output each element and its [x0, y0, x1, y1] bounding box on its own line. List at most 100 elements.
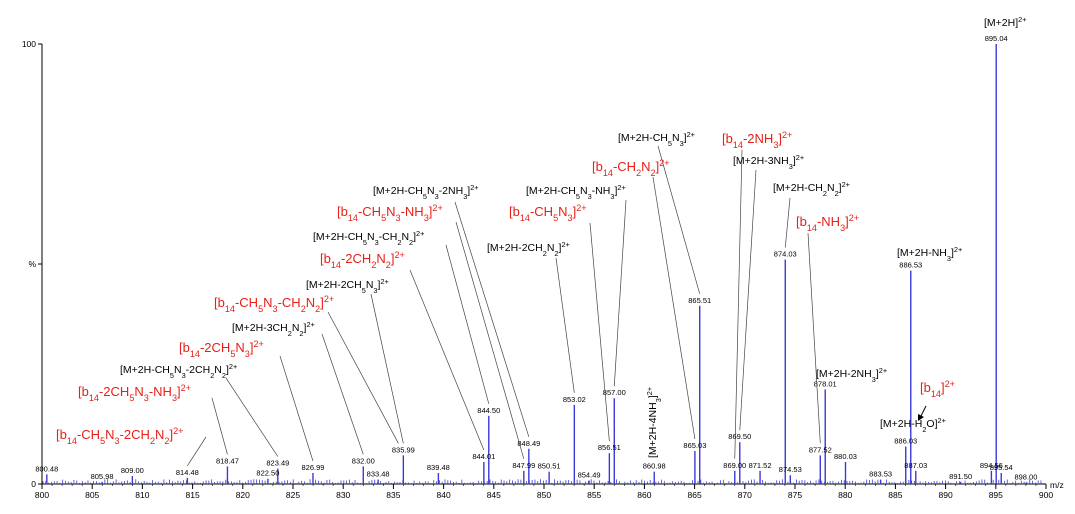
annotation-fragment: ] [559, 242, 562, 254]
annotation-fragment: [b [796, 214, 807, 229]
annotation-fragment: 2+ [954, 245, 962, 254]
x-tick-label: 835 [386, 490, 400, 500]
peak-label: 847.99 [512, 461, 535, 470]
annotation-fragment: 2+ [229, 362, 237, 371]
annotation-fragment: N [134, 384, 143, 399]
annotation-connector [589, 222, 610, 442]
peak-label: 865.51 [688, 296, 711, 305]
annotation-connector [652, 176, 696, 440]
annotation-fragment: 14 [331, 260, 341, 270]
annotation-fragment: -CH [530, 204, 553, 219]
annotation-label: [b14-CH5N3-2CH2N2]2+ [56, 426, 183, 446]
x-tick-label: 885 [888, 490, 902, 500]
peak-label: 839.48 [427, 463, 450, 472]
annotation-connector [613, 199, 627, 387]
annotation-fragment: 2 [823, 189, 827, 198]
annotation-fragment: -2CH [200, 340, 230, 355]
annotation-fragment: 3 [568, 213, 573, 223]
annotation-fragment: 2+ [306, 320, 314, 329]
annotation-fragment: 2+ [416, 229, 424, 238]
annotation-label: [M+2H-CH2N2]2+ [773, 180, 850, 198]
x-tick-label: 900 [1039, 490, 1053, 500]
annotation-fragment: N [580, 185, 588, 197]
annotation-fragment: N [427, 185, 435, 197]
annotation-fragment: N [214, 364, 222, 376]
peak-label: 805.98 [91, 472, 114, 481]
annotation-fragment: N [547, 242, 555, 254]
annotation-fragment: [M+2H-CH [618, 132, 668, 144]
annotation-fragment: ] [647, 395, 659, 398]
peak-label: 877.52 [809, 445, 832, 454]
annotation-fragment: 3 [789, 162, 793, 171]
peak-label: 857.00 [603, 388, 626, 397]
peak-label: 822.50 [256, 469, 279, 478]
peak-label: 898.00 [1014, 473, 1037, 482]
annotation-fragment: -NH [592, 185, 611, 197]
annotation-fragment: 3 [872, 375, 876, 384]
annotation-fragment: 2+ [938, 416, 946, 425]
annotation-fragment: [b [320, 251, 331, 266]
annotation-label: [M+2H-CH5N3-2NH3]2+ [373, 183, 479, 201]
annotation-fragment: 5 [100, 436, 105, 446]
annotation-label: [b14-CH5N3-NH3]2+ [337, 203, 443, 223]
annotation-fragment: N [174, 364, 182, 376]
annotation-fragment: N [235, 340, 244, 355]
annotation-label: [M+2H]2+ [984, 15, 1027, 30]
y-tick-label: 100 [22, 39, 36, 49]
annotation-label: [M+2H-2CH5N3]2+ [306, 277, 389, 295]
x-tick-label: 805 [85, 490, 99, 500]
annotation-label: [b14-CH5N3]2+ [509, 203, 587, 223]
peak-label: 832.00 [352, 456, 375, 465]
annotation-fragment: 3 [680, 139, 684, 148]
annotation-fragment: [M+2H-CH [526, 185, 576, 197]
peak-mz-labels: 800.48 805.98 809.00 814.48 818.47 822.50823.… [35, 34, 1037, 482]
annotation-fragment: [M+2H-H [880, 418, 922, 430]
annotation-label: [b14-CH2N2]2+ [592, 158, 670, 178]
annotation-fragment: 3 [588, 192, 592, 201]
annotation-fragment: ] [656, 159, 660, 174]
annotation-fragment: ] [845, 214, 849, 229]
fragment-annotations: [M+2H]2+[M+2H-CH5N3]2+ [b14-2NH3]2+[M+2H-… [56, 15, 1027, 459]
annotation-fragment: 3 [610, 192, 614, 201]
peak-label: 850.51 [538, 462, 561, 471]
annotation-fragment: [M+2H-4NH [647, 402, 659, 458]
peak-label: 844.01 [472, 452, 495, 461]
annotation-fragment: 2 [150, 436, 155, 446]
peak-label: 860.98 [643, 462, 666, 471]
annotation-fragment: N [292, 322, 300, 334]
annotation-fragment: N [558, 204, 567, 219]
annotation-fragment: 2 [554, 249, 558, 258]
x-axis-label: m/z [1050, 480, 1064, 490]
annotation-fragment: [b [56, 427, 67, 442]
annotation-fragment: 3 [840, 223, 845, 233]
annotation-fragment: ] [304, 322, 307, 334]
peak-label: 809.00 [121, 466, 144, 475]
annotation-connector [225, 377, 279, 457]
peak-label: 895.54 [990, 463, 1013, 472]
x-tick-label: 880 [838, 490, 852, 500]
annotation-connector [784, 197, 791, 248]
annotation-fragment: ] [169, 427, 173, 442]
annotation-fragment: 2+ [782, 130, 792, 140]
annotation-fragment: -2CH [341, 251, 371, 266]
annotation-label: [M+2H-CH5N3-NH3]2+ [526, 183, 626, 201]
annotation-fragment: [b [337, 204, 348, 219]
annotation-label: [M+2H-CH5N3]2+ [618, 130, 695, 148]
annotation-fragment: 2 [371, 260, 376, 270]
peak-label: 800.48 [35, 464, 58, 473]
annotation-fragment: 3 [654, 398, 663, 402]
annotation-fragment: ] [250, 340, 254, 355]
annotation-connector [455, 221, 525, 459]
peak-label: 826.99 [302, 463, 325, 472]
annotation-fragment: N [105, 427, 114, 442]
arrow-head-icon [918, 414, 924, 421]
annotation-fragment: ] [951, 247, 954, 259]
annotation-fragment: ] [778, 131, 782, 146]
annotation-fragment: ] [429, 204, 433, 219]
annotation-fragment: 3 [273, 304, 278, 314]
annotation-fragment: 3 [947, 254, 951, 263]
annotation-label: [M+2H-4NH3]2+ [645, 387, 663, 458]
annotation-fragment: 14 [603, 168, 613, 178]
annotation-fragment: 5 [381, 213, 386, 223]
